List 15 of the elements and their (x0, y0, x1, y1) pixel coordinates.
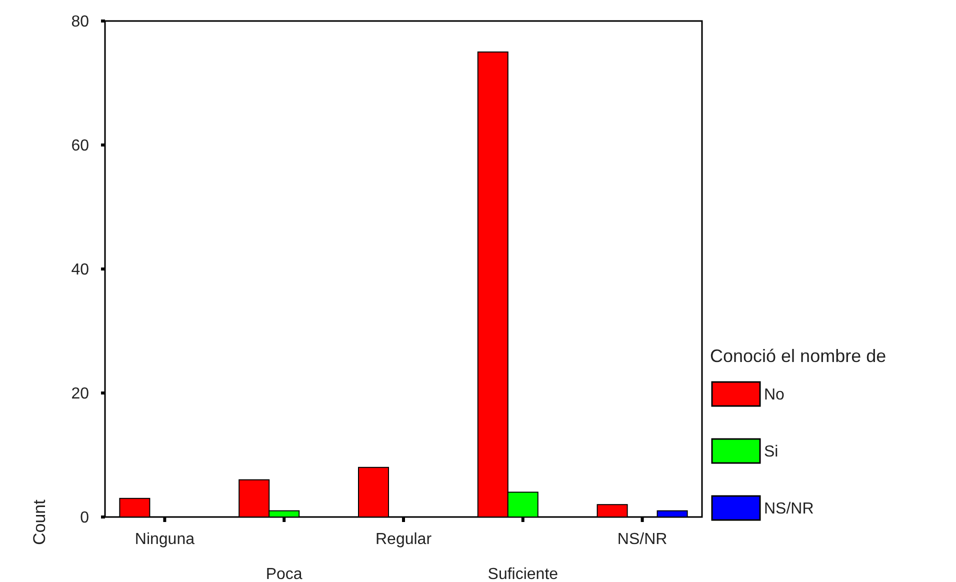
x-tick-label: Regular (375, 531, 432, 548)
x-tick-label: NS/NR (617, 531, 668, 548)
y-axis-title: Count (30, 499, 49, 545)
legend-label: Si (764, 444, 778, 461)
x-tick-label: Poca (266, 566, 302, 582)
y-tick-label: 40 (71, 262, 90, 279)
y-tick-label: 0 (80, 510, 90, 527)
y-tick-label: 60 (71, 138, 90, 155)
legend-title: Conoció el nombre de (710, 346, 886, 366)
x-tick-label: Suficiente (488, 566, 558, 582)
y-tick-label: 20 (71, 386, 90, 403)
y-tick-label: 80 (71, 14, 90, 31)
x-tick-label: Ninguna (134, 531, 195, 548)
legend-label: NS/NR (764, 500, 814, 518)
legend-label: No (764, 386, 785, 404)
